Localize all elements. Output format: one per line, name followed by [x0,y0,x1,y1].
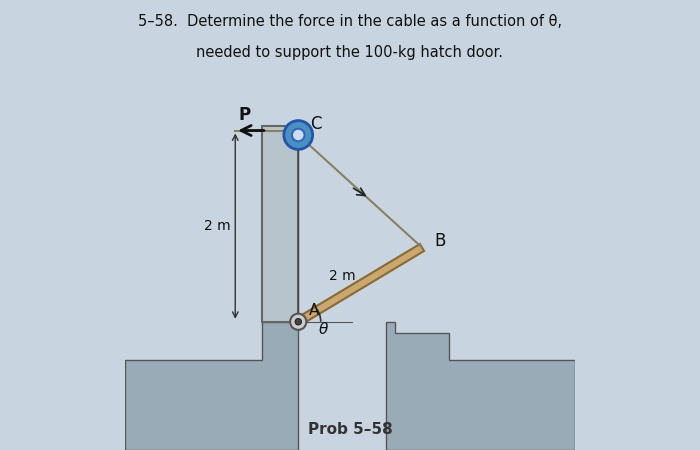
Circle shape [284,121,313,149]
Text: needed to support the 100-kg hatch door.: needed to support the 100-kg hatch door. [197,45,503,60]
Text: P: P [238,106,251,124]
Text: Prob 5–58: Prob 5–58 [307,422,393,436]
Polygon shape [296,244,424,325]
Circle shape [292,129,304,141]
Circle shape [290,314,307,330]
Circle shape [295,319,302,325]
Polygon shape [125,322,298,450]
Text: A: A [309,303,319,318]
Text: C: C [311,115,322,133]
Text: 2 m: 2 m [329,269,356,283]
Text: 5–58.  Determine the force in the cable as a function of θ,: 5–58. Determine the force in the cable a… [138,14,562,28]
Text: θ: θ [318,322,328,338]
Polygon shape [262,126,298,322]
Text: B: B [434,232,446,250]
Text: 2 m: 2 m [204,219,230,233]
Polygon shape [386,322,575,450]
